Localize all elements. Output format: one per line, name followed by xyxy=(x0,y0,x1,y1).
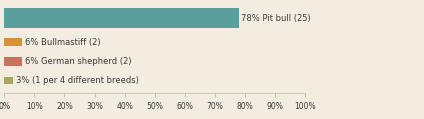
Text: 6% Bullmastiff (2): 6% Bullmastiff (2) xyxy=(25,38,100,47)
Text: 78% Pit bull (25): 78% Pit bull (25) xyxy=(241,14,311,22)
Bar xyxy=(4,77,13,84)
Bar xyxy=(4,57,22,66)
Text: 6% German shepherd (2): 6% German shepherd (2) xyxy=(25,57,131,66)
Bar xyxy=(4,8,239,28)
Text: 3% (1 per 4 different breeds): 3% (1 per 4 different breeds) xyxy=(16,76,139,85)
Bar xyxy=(4,38,22,46)
